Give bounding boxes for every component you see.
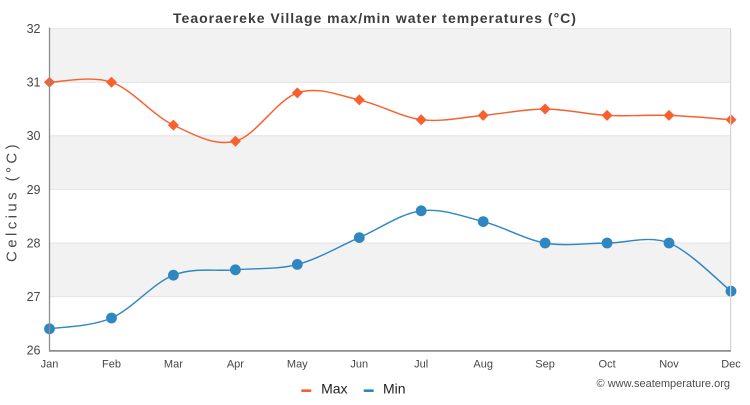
svg-text:Max: Max [321, 381, 347, 397]
svg-text:Aug: Aug [473, 359, 493, 371]
svg-text:Mar: Mar [164, 359, 183, 371]
svg-text:28: 28 [27, 236, 41, 250]
svg-text:© www.seatemperature.org: © www.seatemperature.org [597, 378, 730, 390]
svg-text:31: 31 [27, 76, 41, 90]
svg-text:26: 26 [27, 344, 41, 358]
svg-text:Jul: Jul [414, 359, 428, 371]
svg-text:Teaoraereke Village max/min wa: Teaoraereke Village max/min water temper… [173, 10, 577, 26]
svg-text:Oct: Oct [599, 359, 616, 371]
svg-text:29: 29 [27, 183, 41, 197]
svg-text:Min: Min [383, 381, 406, 397]
svg-text:Jan: Jan [41, 359, 59, 371]
svg-text:32: 32 [27, 22, 41, 36]
svg-text:27: 27 [27, 290, 41, 304]
svg-text:Nov: Nov [659, 359, 679, 371]
svg-text:Jun: Jun [350, 359, 368, 371]
svg-text:Feb: Feb [102, 359, 121, 371]
svg-text:Apr: Apr [227, 359, 244, 371]
svg-text:Sep: Sep [535, 359, 555, 371]
svg-text:Dec: Dec [721, 359, 741, 371]
svg-text:30: 30 [27, 129, 41, 143]
svg-text:Celcius (°C): Celcius (°C) [4, 141, 21, 262]
svg-text:May: May [287, 359, 308, 371]
